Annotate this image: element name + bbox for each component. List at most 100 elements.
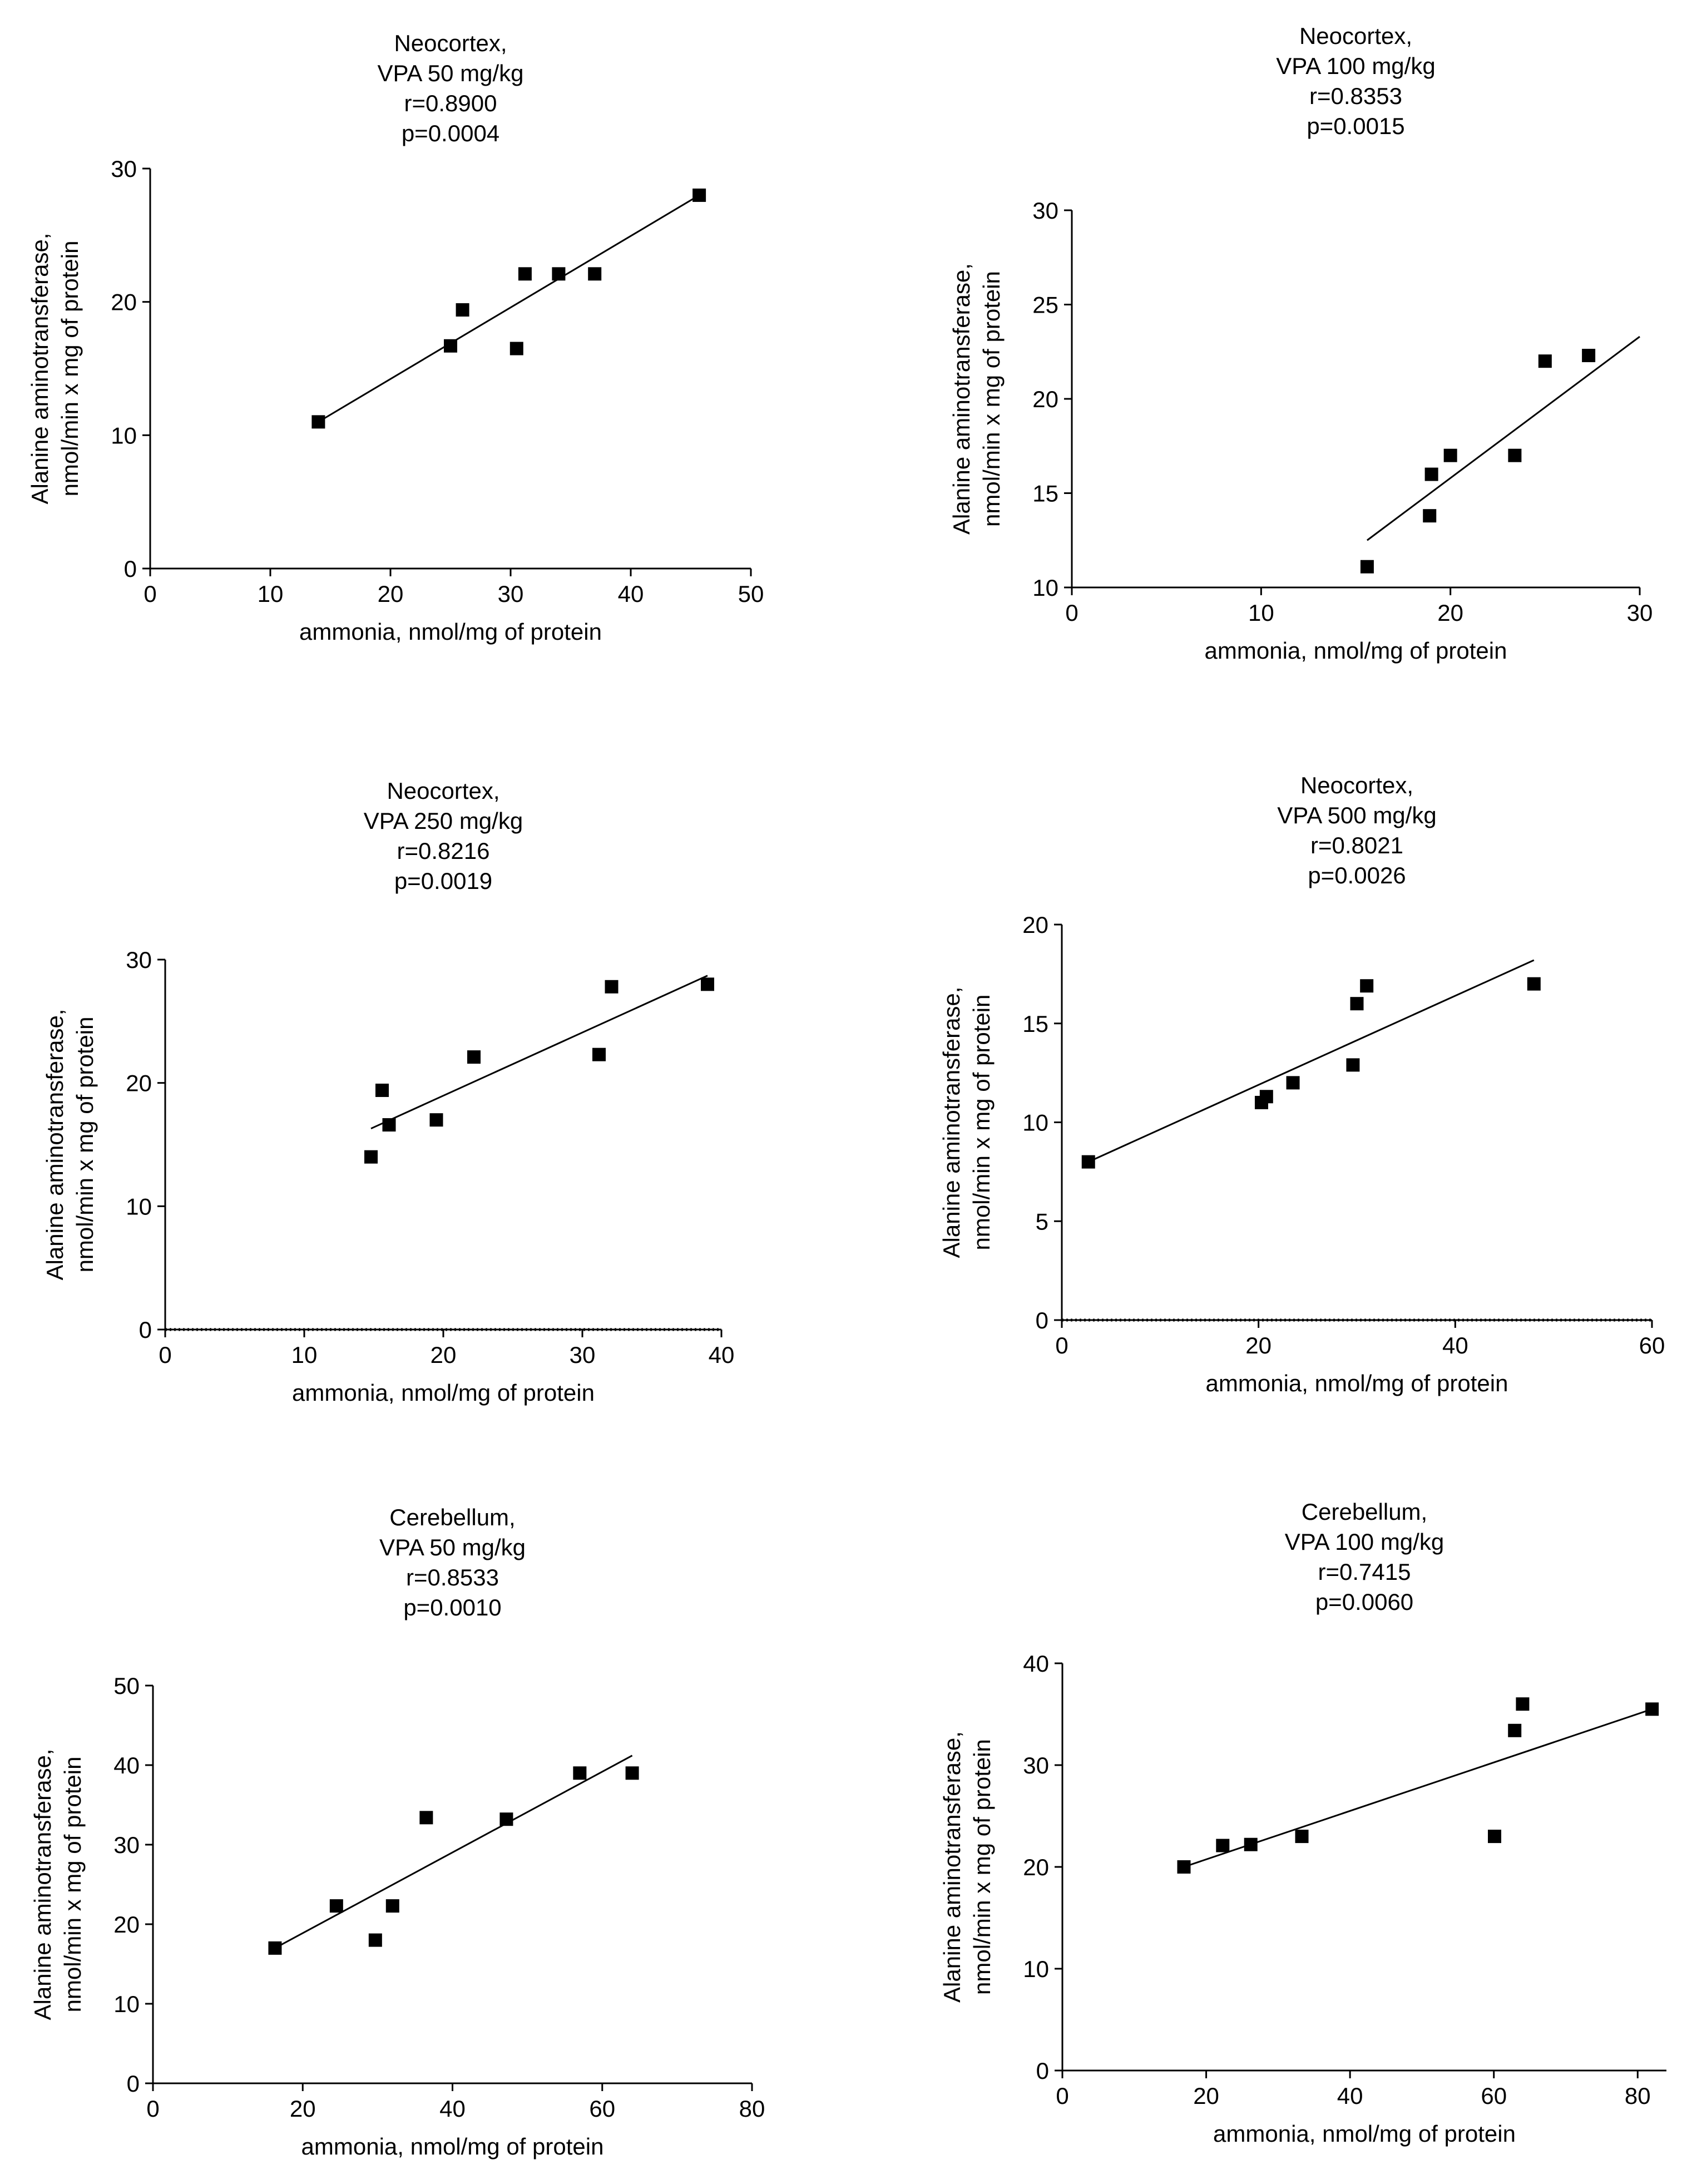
x-tick-label: 10 xyxy=(291,1342,318,1368)
x-tick-label: 40 xyxy=(1337,2083,1363,2109)
y-tick-label: 30 xyxy=(1032,197,1058,224)
chart-title-line: Cerebellum, xyxy=(1302,1499,1427,1525)
x-tick-label: 50 xyxy=(738,581,764,607)
chart-title-line: Neocortex, xyxy=(394,30,507,56)
regression-line xyxy=(274,1755,633,1949)
y-tick-label: 30 xyxy=(126,947,152,973)
y-tick-label: 20 xyxy=(1032,386,1058,412)
data-point xyxy=(509,342,523,355)
regression-line xyxy=(370,975,708,1130)
data-point xyxy=(1527,977,1541,991)
y-tick-label: 10 xyxy=(126,1193,152,1219)
y-tick-label: 20 xyxy=(1022,912,1048,938)
data-point xyxy=(1423,509,1437,523)
regression-line xyxy=(318,194,700,423)
x-axis-label: ammonia, nmol/mg of protein xyxy=(299,619,602,645)
data-point xyxy=(588,267,602,281)
data-point xyxy=(1645,1702,1659,1716)
y-tick-label: 20 xyxy=(1023,1854,1049,1880)
data-point xyxy=(1350,997,1364,1011)
chart-panel-6: Cerebellum, VPA 100 mg/kg r=0.7415 p=0.0060… xyxy=(939,1499,1666,2147)
chart-title-line: VPA 250 mg/kg xyxy=(364,808,523,834)
y-axis-label-line: nmol/min x mg of protein xyxy=(969,1739,995,1995)
data-point xyxy=(329,1899,343,1913)
x-tick-label: 0 xyxy=(159,1342,171,1368)
x-tick-label: 20 xyxy=(290,2096,316,2122)
data-point xyxy=(1508,448,1522,462)
chart-title-line: p=0.0004 xyxy=(402,120,499,146)
data-point xyxy=(1259,1090,1273,1104)
x-tick-label: 20 xyxy=(1245,1332,1272,1358)
chart-panel-4: Neocortex, VPA 500 mg/kg r=0.8021 p=0.0026 0… xyxy=(938,772,1665,1396)
chart-title-line: VPA 50 mg/kg xyxy=(379,1534,526,1560)
data-point xyxy=(311,415,325,429)
data-point xyxy=(701,977,714,991)
y-axis-label-line: nmol/min x mg of protein xyxy=(60,1757,86,2013)
chart-title-line: r=0.8021 xyxy=(1310,832,1403,858)
chart-title-line: Neocortex, xyxy=(387,778,499,804)
chart-title-line: r=0.8216 xyxy=(397,838,490,864)
x-tick-label: 10 xyxy=(258,581,284,607)
x-tick-label: 30 xyxy=(1627,600,1653,626)
y-tick-label: 20 xyxy=(111,289,137,315)
chart-title-line: VPA 500 mg/kg xyxy=(1277,802,1436,828)
x-tick-label: 80 xyxy=(1625,2083,1651,2109)
y-tick-label: 0 xyxy=(124,556,137,582)
y-tick-label: 40 xyxy=(1023,1651,1049,1677)
data-point xyxy=(605,980,619,994)
y-tick-label: 10 xyxy=(111,422,137,448)
data-point xyxy=(385,1899,399,1913)
y-axis-label-line: Alanine aminotransferase, xyxy=(938,987,964,1258)
chart-title-line: Neocortex, xyxy=(1299,23,1412,49)
y-tick-label: 30 xyxy=(113,1832,140,1858)
x-tick-label: 20 xyxy=(431,1342,457,1368)
x-tick-label: 0 xyxy=(144,581,156,607)
chart-title-line: p=0.0019 xyxy=(394,868,492,894)
data-point xyxy=(1081,1155,1095,1169)
x-tick-label: 0 xyxy=(1055,1332,1068,1358)
chart-title-line: p=0.0010 xyxy=(403,1594,501,1620)
y-tick-label: 0 xyxy=(139,1317,152,1343)
data-point xyxy=(419,1811,433,1825)
data-point xyxy=(444,339,457,353)
x-tick-label: 40 xyxy=(709,1342,735,1368)
data-point xyxy=(1508,1723,1522,1737)
data-point xyxy=(368,1933,382,1947)
data-point xyxy=(1424,467,1438,481)
y-tick-label: 10 xyxy=(1032,575,1058,601)
y-tick-label: 10 xyxy=(1022,1110,1048,1136)
x-axis-label: ammonia, nmol/mg of protein xyxy=(1206,1370,1508,1396)
chart-title-line: r=0.7415 xyxy=(1318,1559,1411,1585)
y-tick-label: 15 xyxy=(1022,1011,1048,1037)
data-point xyxy=(625,1766,639,1780)
x-axis-label: ammonia, nmol/mg of protein xyxy=(292,1380,595,1406)
chart-panel-3: Neocortex, VPA 250 mg/kg r=0.8216 p=0.0019 0… xyxy=(42,778,734,1406)
x-tick-label: 40 xyxy=(618,581,644,607)
data-point xyxy=(592,1047,606,1061)
y-tick-label: 50 xyxy=(113,1673,140,1699)
data-point xyxy=(1488,1830,1502,1844)
y-axis-label-line: Alanine aminotransferase, xyxy=(29,1749,56,2020)
x-tick-label: 40 xyxy=(1442,1332,1468,1358)
x-tick-label: 20 xyxy=(1437,600,1463,626)
y-axis-label-line: nmol/min x mg of protein xyxy=(72,1017,98,1273)
data-point xyxy=(1443,448,1457,462)
data-point xyxy=(1295,1830,1309,1844)
x-tick-label: 40 xyxy=(439,2096,466,2122)
data-point xyxy=(467,1050,481,1064)
y-tick-label: 40 xyxy=(113,1752,140,1778)
regression-line xyxy=(1184,1708,1653,1868)
y-tick-label: 0 xyxy=(1036,1307,1048,1333)
chart-title-line: Cerebellum, xyxy=(389,1504,515,1530)
y-tick-label: 15 xyxy=(1032,481,1058,507)
chart-title-line: VPA 100 mg/kg xyxy=(1285,1529,1444,1555)
data-point xyxy=(268,1941,282,1955)
chart-panel-1: Neocortex, VPA 50 mg/kg r=0.8900 p=0.0004 0 1… xyxy=(27,30,764,645)
chart-title-line: p=0.0015 xyxy=(1307,113,1404,139)
x-tick-label: 0 xyxy=(1065,600,1078,626)
y-axis-label-line: Alanine aminotransferase, xyxy=(939,1731,965,2003)
data-point xyxy=(1216,1839,1230,1852)
chart-title-line: r=0.8533 xyxy=(406,1564,499,1590)
y-tick-label: 20 xyxy=(126,1070,152,1096)
